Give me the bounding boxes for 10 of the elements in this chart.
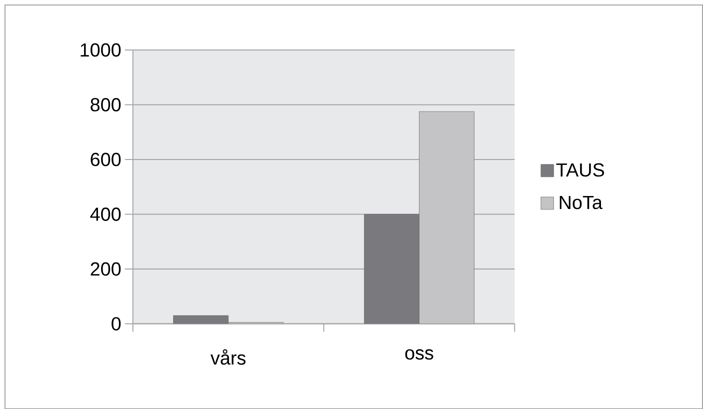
- y-tick-label: 600: [90, 152, 121, 166]
- legend-label: TAUS: [556, 163, 604, 177]
- x-tick-label: vårs: [210, 349, 246, 365]
- y-tick-label: 0: [112, 316, 121, 330]
- y-tick-label: 400: [90, 207, 121, 221]
- x-tick-label: oss: [405, 349, 434, 360]
- y-tick-label: 1000: [80, 43, 121, 57]
- y-tick-label: 800: [90, 98, 121, 112]
- legend-label: NoTa: [560, 196, 602, 210]
- y-tick-label: 200: [90, 262, 121, 276]
